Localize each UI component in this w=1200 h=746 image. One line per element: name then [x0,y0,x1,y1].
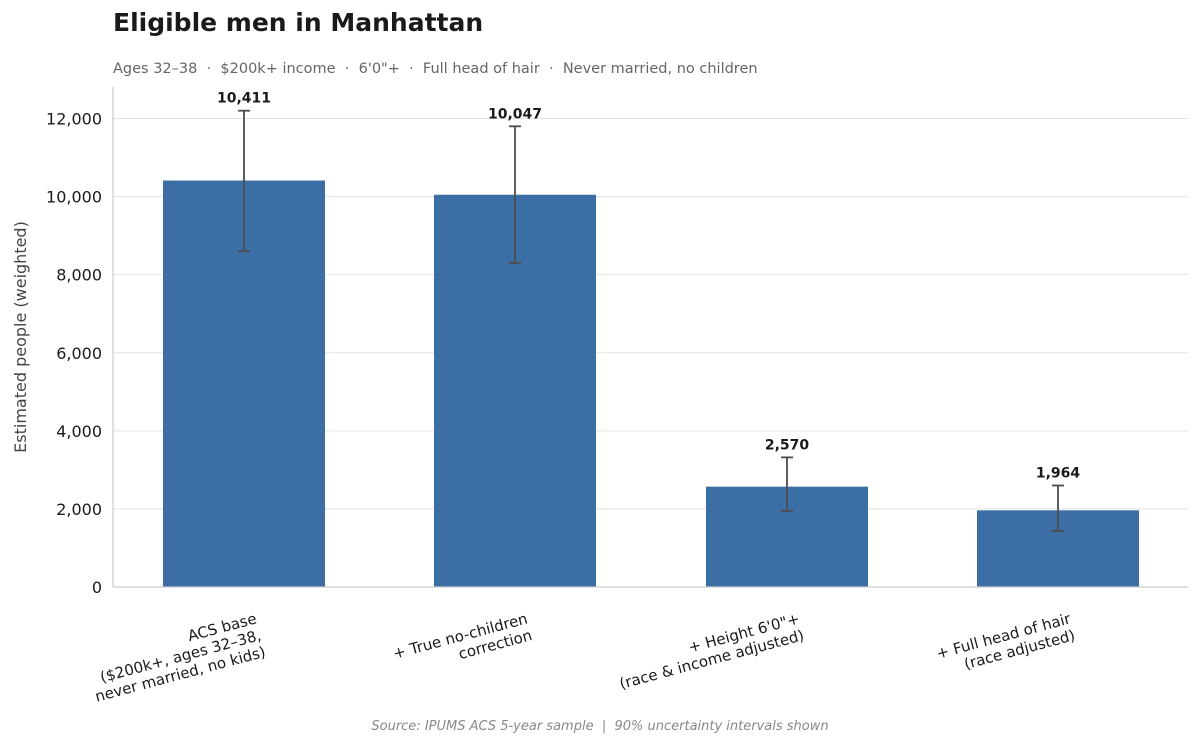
value-label: 1,964 [1036,465,1081,481]
error-bar [238,109,250,253]
category-label: + Height 6'0"+(race & income adjusted) [613,610,806,693]
y-axis-title: Estimated people (weighted) [11,221,30,453]
y-tick-label: 0 [92,578,102,597]
value-labels: 10,411 10,047 2,570 1,964 [217,91,1080,482]
y-tick-label: 10,000 [46,188,102,207]
error-bar [1052,484,1064,533]
value-label: 10,047 [488,106,542,122]
category-label: ACS base($200k+, ages 32–38,never marrie… [84,610,267,706]
category-label: + True no-childrencorrection [391,610,534,680]
chart-subtitle: Ages 32–38 · $200k+ income · 6'0"+ · Ful… [113,61,758,77]
category-labels: ACS base($200k+, ages 32–38,never marrie… [84,609,1077,706]
error-bar [781,456,793,512]
category-label: + Full head of hair(race adjusted) [934,609,1077,679]
y-tick-labels: 0 2,000 4,000 6,000 8,000 10,000 12,000 [46,110,102,598]
error-bar [509,125,521,264]
y-tick-label: 2,000 [56,500,102,519]
value-label: 10,411 [217,91,271,107]
y-tick-label: 4,000 [56,422,102,441]
value-label: 2,570 [765,437,810,453]
source-note: Source: IPUMS ACS 5-year sample | 90% un… [371,719,829,734]
bars [163,180,1139,588]
y-tick-label: 6,000 [56,344,102,363]
chart-title: Eligible men in Manhattan [113,8,484,37]
y-tick-label: 12,000 [46,110,102,129]
axes [112,87,1188,588]
y-tick-label: 8,000 [56,266,102,285]
error-bars [238,109,1064,533]
